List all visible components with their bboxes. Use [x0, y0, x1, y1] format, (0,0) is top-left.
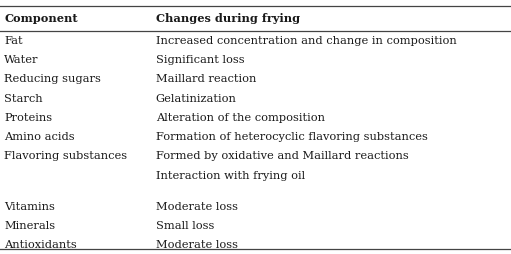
Text: Formed by oxidative and Maillard reactions: Formed by oxidative and Maillard reactio… [156, 151, 409, 162]
Text: Amino acids: Amino acids [4, 132, 75, 142]
Text: Moderate loss: Moderate loss [156, 240, 238, 250]
Text: Reducing sugars: Reducing sugars [4, 74, 101, 84]
Text: Alteration of the composition: Alteration of the composition [156, 113, 325, 123]
Text: Gelatinization: Gelatinization [156, 93, 237, 104]
Text: Vitamins: Vitamins [4, 201, 55, 212]
Text: Water: Water [4, 55, 39, 65]
Text: Moderate loss: Moderate loss [156, 201, 238, 212]
Text: Increased concentration and change in composition: Increased concentration and change in co… [156, 36, 457, 46]
Text: Minerals: Minerals [4, 221, 55, 231]
Text: Antioxidants: Antioxidants [4, 240, 77, 250]
Text: Interaction with frying oil: Interaction with frying oil [156, 171, 305, 181]
Text: Proteins: Proteins [4, 113, 52, 123]
Text: Starch: Starch [4, 93, 43, 104]
Text: Fat: Fat [4, 36, 22, 46]
Text: Significant loss: Significant loss [156, 55, 244, 65]
Text: Maillard reaction: Maillard reaction [156, 74, 256, 84]
Text: Flavoring substances: Flavoring substances [4, 151, 127, 162]
Text: Changes during frying: Changes during frying [156, 13, 300, 24]
Text: Component: Component [4, 13, 78, 24]
Text: Small loss: Small loss [156, 221, 214, 231]
Text: Formation of heterocyclic flavoring substances: Formation of heterocyclic flavoring subs… [156, 132, 428, 142]
